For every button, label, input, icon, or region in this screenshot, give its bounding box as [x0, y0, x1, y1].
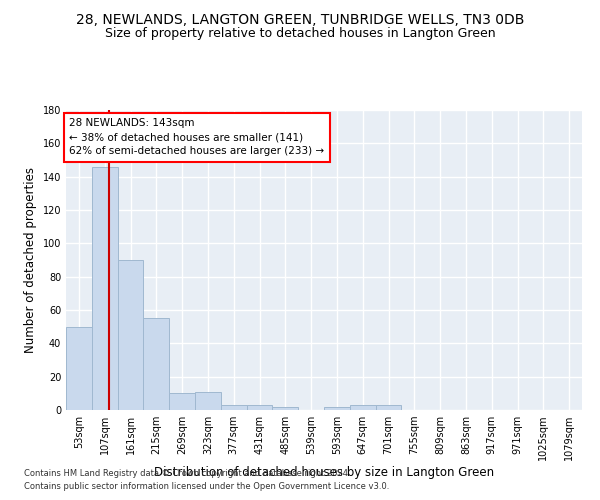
Text: Contains HM Land Registry data © Crown copyright and database right 2024.: Contains HM Land Registry data © Crown c…	[24, 468, 350, 477]
Text: Contains public sector information licensed under the Open Government Licence v3: Contains public sector information licen…	[24, 482, 389, 491]
Bar	[143, 318, 169, 410]
Text: Size of property relative to detached houses in Langton Green: Size of property relative to detached ho…	[104, 28, 496, 40]
Text: 28, NEWLANDS, LANGTON GREEN, TUNBRIDGE WELLS, TN3 0DB: 28, NEWLANDS, LANGTON GREEN, TUNBRIDGE W…	[76, 12, 524, 26]
Bar	[272, 406, 298, 410]
X-axis label: Distribution of detached houses by size in Langton Green: Distribution of detached houses by size …	[154, 466, 494, 479]
Bar	[92, 166, 118, 410]
Bar	[247, 405, 272, 410]
Text: 28 NEWLANDS: 143sqm
← 38% of detached houses are smaller (141)
62% of semi-detac: 28 NEWLANDS: 143sqm ← 38% of detached ho…	[70, 118, 325, 156]
Bar	[66, 326, 92, 410]
Bar	[324, 406, 350, 410]
Y-axis label: Number of detached properties: Number of detached properties	[24, 167, 37, 353]
Bar	[221, 405, 247, 410]
Bar	[118, 260, 143, 410]
Bar	[169, 394, 195, 410]
Bar	[195, 392, 221, 410]
Bar	[350, 405, 376, 410]
Bar	[376, 405, 401, 410]
